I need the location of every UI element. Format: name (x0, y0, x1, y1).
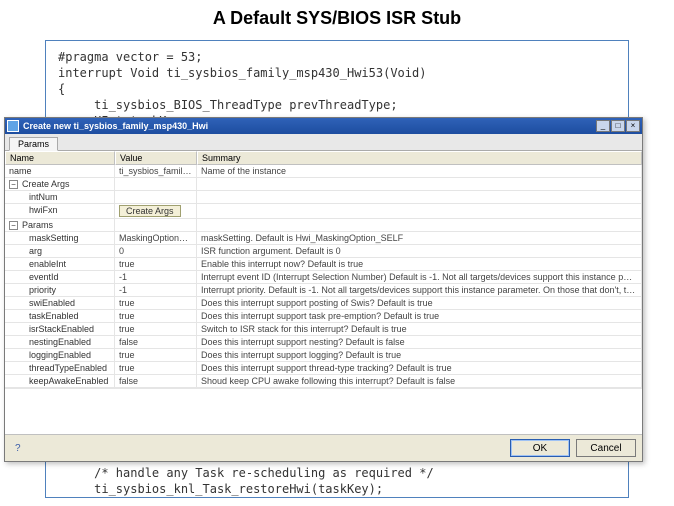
param-value[interactable]: 0 (115, 245, 197, 258)
param-summary: Switch to ISR stack for this interrupt? … (197, 323, 642, 336)
create-args-button[interactable]: Create Args (119, 205, 181, 217)
param-name[interactable]: swiEnabled (5, 297, 115, 310)
maximize-button[interactable]: □ (611, 120, 625, 132)
param-name[interactable]: arg (5, 245, 115, 258)
dialog-footer: ? OK Cancel (5, 434, 642, 461)
minimize-button[interactable]: _ (596, 120, 610, 132)
param-summary: Name of the instance (197, 165, 642, 178)
param-value[interactable]: -1 (115, 284, 197, 297)
params-grid: NameValueSummary nameti_sysbios_family_ms… (5, 151, 642, 388)
dialog-title: Create new ti_sysbios_family_msp430_Hwi (23, 121, 595, 131)
close-button[interactable]: × (626, 120, 640, 132)
tab-params[interactable]: Params (9, 137, 58, 151)
param-name[interactable]: threadTypeEnabled (5, 362, 115, 375)
param-summary: Does this interrupt support posting of S… (197, 297, 642, 310)
param-summary: Interrupt event ID (Interrupt Selection … (197, 271, 642, 284)
param-name[interactable]: enableInt (5, 258, 115, 271)
param-name[interactable]: intNum (5, 191, 115, 204)
create-hwi-dialog: Create new ti_sysbios_family_msp430_Hwi … (4, 117, 643, 462)
param-name[interactable]: taskEnabled (5, 310, 115, 323)
param-value[interactable]: true (115, 258, 197, 271)
param-name[interactable]: loggingEnabled (5, 349, 115, 362)
collapse-icon[interactable]: − (9, 180, 18, 189)
param-summary: Does this interrupt support task pre-emp… (197, 310, 642, 323)
param-value[interactable]: false (115, 336, 197, 349)
collapse-icon[interactable]: − (9, 221, 18, 230)
param-value[interactable]: Create Args (115, 204, 197, 219)
param-summary: Interrupt priority. Default is -1. Not a… (197, 284, 642, 297)
param-name[interactable]: priority (5, 284, 115, 297)
param-summary (197, 191, 642, 204)
param-summary: maskSetting. Default is Hwi_MaskingOptio… (197, 232, 642, 245)
window-controls: _ □ × (595, 120, 640, 132)
group-row[interactable]: −Params (5, 219, 115, 232)
param-summary: Shoud keep CPU awake following this inte… (197, 375, 642, 388)
param-value[interactable]: true (115, 310, 197, 323)
param-name[interactable]: keepAwakeEnabled (5, 375, 115, 388)
param-name[interactable]: eventId (5, 271, 115, 284)
group-summary (197, 219, 642, 232)
param-value[interactable]: true (115, 323, 197, 336)
group-row[interactable]: −Create Args (5, 178, 115, 191)
group-value (115, 219, 197, 232)
param-name[interactable]: isrStackEnabled (5, 323, 115, 336)
param-value[interactable]: MaskingOption_SELF (115, 232, 197, 245)
grid-empty-area (5, 388, 642, 434)
ok-button[interactable]: OK (510, 439, 570, 457)
param-summary: Does this interrupt support logging? Def… (197, 349, 642, 362)
param-name[interactable]: hwiFxn (5, 204, 115, 219)
col-header-value[interactable]: Value (115, 151, 197, 165)
param-value[interactable]: true (115, 362, 197, 375)
dialog-tabstrip: Params (5, 134, 642, 151)
col-header-name[interactable]: Name (5, 151, 115, 165)
param-value[interactable]: -1 (115, 271, 197, 284)
param-value[interactable]: true (115, 349, 197, 362)
param-name[interactable]: nestingEnabled (5, 336, 115, 349)
param-value[interactable] (115, 191, 197, 204)
param-value[interactable]: true (115, 297, 197, 310)
param-value[interactable]: ti_sysbios_family_msp430_... (115, 165, 197, 178)
page-title: A Default SYS/BIOS ISR Stub (0, 0, 674, 35)
param-name[interactable]: maskSetting (5, 232, 115, 245)
group-summary (197, 178, 642, 191)
param-summary: Does this interrupt support nesting? Def… (197, 336, 642, 349)
param-summary: Does this interrupt support thread-type … (197, 362, 642, 375)
help-icon[interactable]: ? (11, 443, 504, 454)
group-value (115, 178, 197, 191)
dialog-icon (7, 120, 19, 132)
col-header-summary[interactable]: Summary (197, 151, 642, 165)
param-summary: Enable this interrupt now? Default is tr… (197, 258, 642, 271)
dialog-titlebar[interactable]: Create new ti_sysbios_family_msp430_Hwi … (5, 118, 642, 134)
param-name[interactable]: name (5, 165, 115, 178)
param-summary (197, 204, 642, 219)
param-value[interactable]: false (115, 375, 197, 388)
cancel-button[interactable]: Cancel (576, 439, 636, 457)
param-summary: ISR function argument. Default is 0 (197, 245, 642, 258)
